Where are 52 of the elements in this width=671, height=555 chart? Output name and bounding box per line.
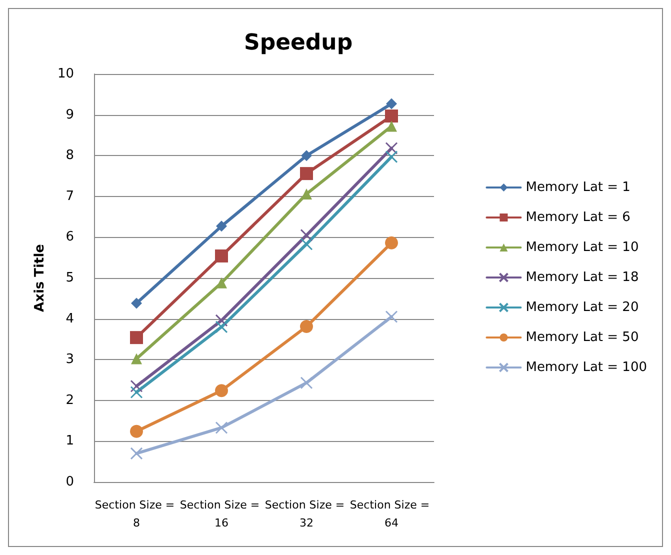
point bbox=[130, 331, 143, 344]
chart-title: Speedup bbox=[244, 30, 353, 56]
point bbox=[215, 421, 228, 434]
point bbox=[386, 120, 397, 132]
point bbox=[300, 228, 313, 242]
y-tick-label: 2 bbox=[66, 392, 74, 408]
y-tick-label: 9 bbox=[66, 107, 74, 122]
legend-label: Memory Lat = 6 bbox=[526, 210, 630, 225]
x-tick-label: Section Size = 32 bbox=[264, 498, 348, 530]
x-tick-label: Section Size = 8 bbox=[94, 498, 178, 530]
point bbox=[385, 236, 398, 250]
legend-label: Memory Lat = 18 bbox=[526, 270, 639, 285]
point bbox=[300, 238, 313, 250]
point bbox=[301, 188, 312, 200]
y-tick-label: 7 bbox=[66, 188, 74, 204]
point bbox=[215, 249, 228, 262]
point bbox=[301, 150, 312, 162]
point bbox=[131, 353, 142, 364]
legend-label: Memory Lat = 20 bbox=[526, 300, 639, 315]
point bbox=[130, 380, 143, 392]
point bbox=[216, 277, 227, 288]
y-tick-label: 0 bbox=[66, 474, 74, 490]
point bbox=[300, 376, 313, 390]
legend-label: Memory Lat = 100 bbox=[526, 360, 648, 375]
point bbox=[130, 424, 143, 438]
y-tick-label: 8 bbox=[66, 148, 74, 164]
legend-label: Memory Lat = 1 bbox=[526, 180, 630, 195]
point bbox=[300, 167, 313, 180]
point bbox=[215, 314, 228, 327]
point bbox=[386, 98, 397, 110]
point bbox=[215, 384, 228, 398]
y-tick-label: 3 bbox=[66, 352, 74, 368]
point bbox=[216, 220, 227, 232]
point bbox=[300, 320, 313, 334]
point bbox=[385, 310, 398, 324]
point bbox=[130, 447, 143, 460]
x-tick-label: Section Size = 64 bbox=[350, 498, 434, 530]
point bbox=[215, 320, 228, 334]
point bbox=[385, 110, 398, 123]
point bbox=[130, 386, 143, 398]
point bbox=[131, 298, 142, 309]
y-tick-label: 4 bbox=[66, 311, 74, 326]
y-tick-label: 10 bbox=[57, 66, 74, 82]
legend-label: Memory Lat = 50 bbox=[526, 330, 639, 345]
y-tick-label: 6 bbox=[66, 230, 74, 245]
y-axis-title: Axis Title bbox=[32, 244, 48, 312]
x-tick-label: Section Size = 16 bbox=[180, 498, 264, 530]
legend-label: Memory Lat = 10 bbox=[526, 240, 639, 255]
point bbox=[385, 142, 398, 155]
y-tick-label: 1 bbox=[66, 434, 74, 449]
point bbox=[385, 150, 398, 164]
y-tick-label: 5 bbox=[66, 270, 74, 286]
